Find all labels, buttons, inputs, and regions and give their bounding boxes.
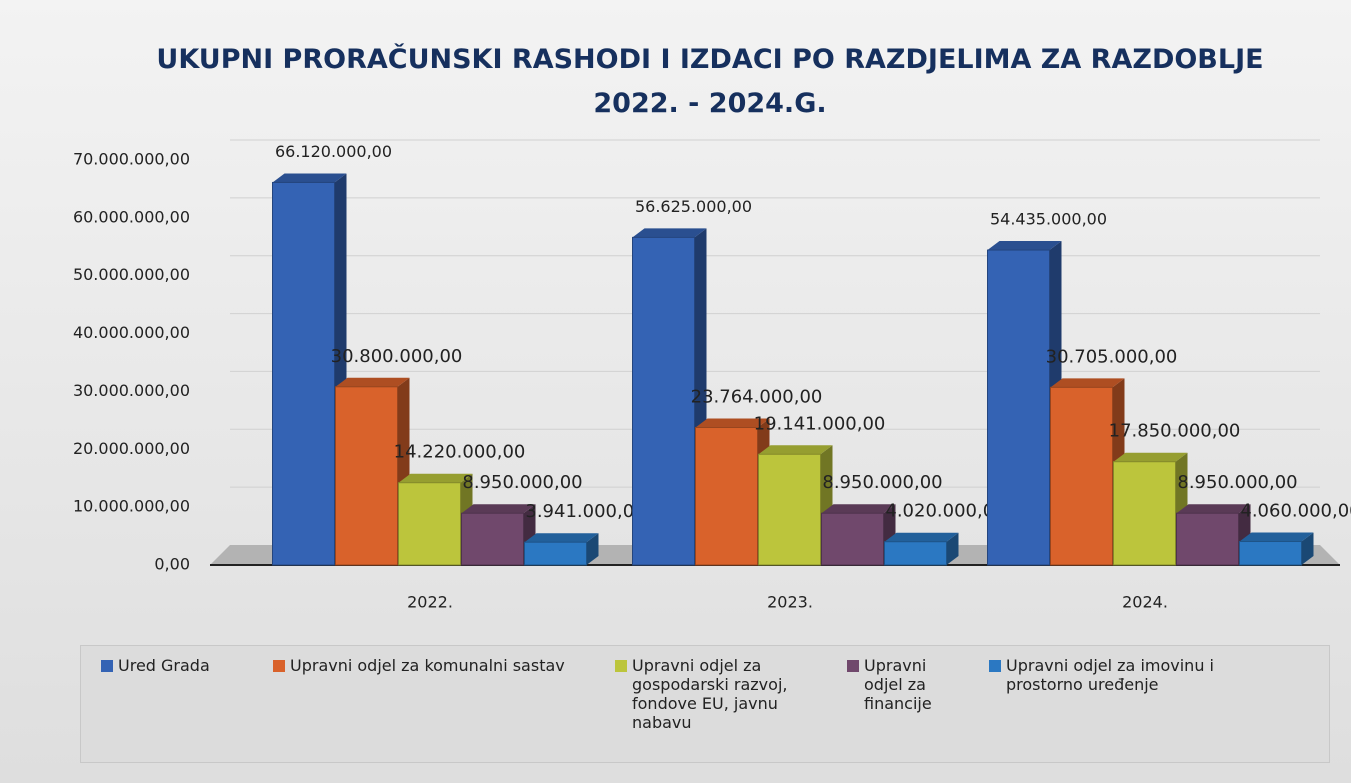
x-tick-label: 2024. (1122, 593, 1168, 612)
legend-label: Upravni odjel za gospodarski razvoj, fon… (632, 656, 788, 732)
bar-top (1113, 452, 1188, 462)
bar-top (1176, 504, 1251, 514)
bar (524, 533, 599, 566)
bar-front (884, 541, 947, 566)
legend-swatch (989, 660, 1001, 672)
bar-front (1113, 461, 1176, 566)
bar-side (1301, 532, 1314, 565)
bar-front (524, 541, 587, 566)
data-label: 19.141.000,00 (754, 413, 886, 434)
legend: Ured Grada Upravni odjel za komunalni sas… (80, 645, 1330, 763)
data-label: 56.625.000,00 (635, 197, 752, 216)
bar-top (335, 377, 410, 387)
bar (1050, 378, 1125, 566)
y-tick-label: 60.000.000,00 (73, 207, 190, 226)
bar (987, 241, 1062, 566)
data-label: 54.435.000,00 (990, 210, 1107, 229)
data-label: 66.120.000,00 (275, 142, 392, 161)
y-tick-label: 40.000.000,00 (73, 323, 190, 342)
bar-side (946, 532, 959, 565)
data-label: 30.705.000,00 (1046, 346, 1178, 367)
bar-front (1050, 386, 1113, 566)
legend-item: Upravni odjel za imovinu i prostorno ure… (989, 656, 1269, 752)
bar-front (758, 453, 821, 566)
data-label: 3.941.000,00 (525, 501, 645, 522)
bar-top (987, 241, 1062, 251)
bar (884, 532, 959, 566)
y-tick-label: 0,00 (154, 555, 190, 574)
legend-label: Ured Grada (118, 656, 210, 675)
bar (1239, 532, 1314, 566)
data-label: 4.020.000,00 (885, 501, 1005, 522)
legend-swatch (847, 660, 859, 672)
legend-swatch (273, 660, 285, 672)
bar-top (821, 504, 896, 514)
bar-front (987, 249, 1050, 566)
bar-front (398, 482, 461, 566)
legend-swatch (101, 660, 113, 672)
x-tick-label: 2022. (407, 593, 453, 612)
legend-label: Upravni odjel za financije (864, 656, 932, 713)
bar-front (1239, 541, 1302, 566)
bar-top (632, 228, 707, 238)
bar-top (1050, 378, 1125, 388)
legend-swatch (615, 660, 627, 672)
y-tick-label: 20.000.000,00 (73, 439, 190, 458)
y-tick-label: 70.000.000,00 (73, 150, 190, 169)
bar-top (461, 504, 536, 514)
bar-top (1239, 532, 1314, 542)
bar-top (524, 533, 599, 543)
data-label: 8.950.000,00 (1177, 472, 1297, 493)
bar-top (884, 532, 959, 542)
bar-top (272, 173, 347, 183)
bar-front (272, 181, 335, 566)
data-label: 30.800.000,00 (331, 346, 463, 367)
bar-top (758, 445, 833, 455)
legend-label: Upravni odjel za komunalni sastav (290, 656, 565, 675)
bar (821, 504, 896, 566)
bar-front (632, 236, 695, 566)
legend-item: Upravni odjel za gospodarski razvoj, fon… (615, 656, 825, 752)
bar-side (586, 533, 599, 565)
bar-top (398, 473, 473, 483)
bar-front (695, 427, 758, 566)
legend-item: Upravni odjel za financije (847, 656, 967, 752)
data-label: 4.060.000,00 (1240, 501, 1351, 522)
bar-top (695, 418, 770, 428)
data-label: 8.950.000,00 (462, 472, 582, 493)
legend-item: Upravni odjel za komunalni sastav (273, 656, 593, 752)
legend-label: Upravni odjel za imovinu i prostorno ure… (1006, 656, 1214, 694)
data-label: 17.850.000,00 (1109, 421, 1241, 442)
bar-front (335, 386, 398, 566)
data-label: 14.220.000,00 (394, 442, 526, 463)
chart-title: UKUPNI PRORAČUNSKI RASHODI I IZDACI PO R… (156, 44, 1264, 119)
x-tick-label: 2023. (767, 593, 813, 612)
data-label: 23.764.000,00 (691, 387, 823, 408)
y-tick-label: 50.000.000,00 (73, 265, 190, 284)
bar (1113, 452, 1188, 566)
legend-item: Ured Grada (101, 656, 251, 752)
bar-front (1176, 512, 1239, 566)
bar-front (461, 512, 524, 566)
data-label: 8.950.000,00 (822, 472, 942, 493)
y-tick-label: 30.000.000,00 (73, 381, 190, 400)
bar-front (821, 512, 884, 566)
y-tick-label: 10.000.000,00 (73, 497, 190, 516)
